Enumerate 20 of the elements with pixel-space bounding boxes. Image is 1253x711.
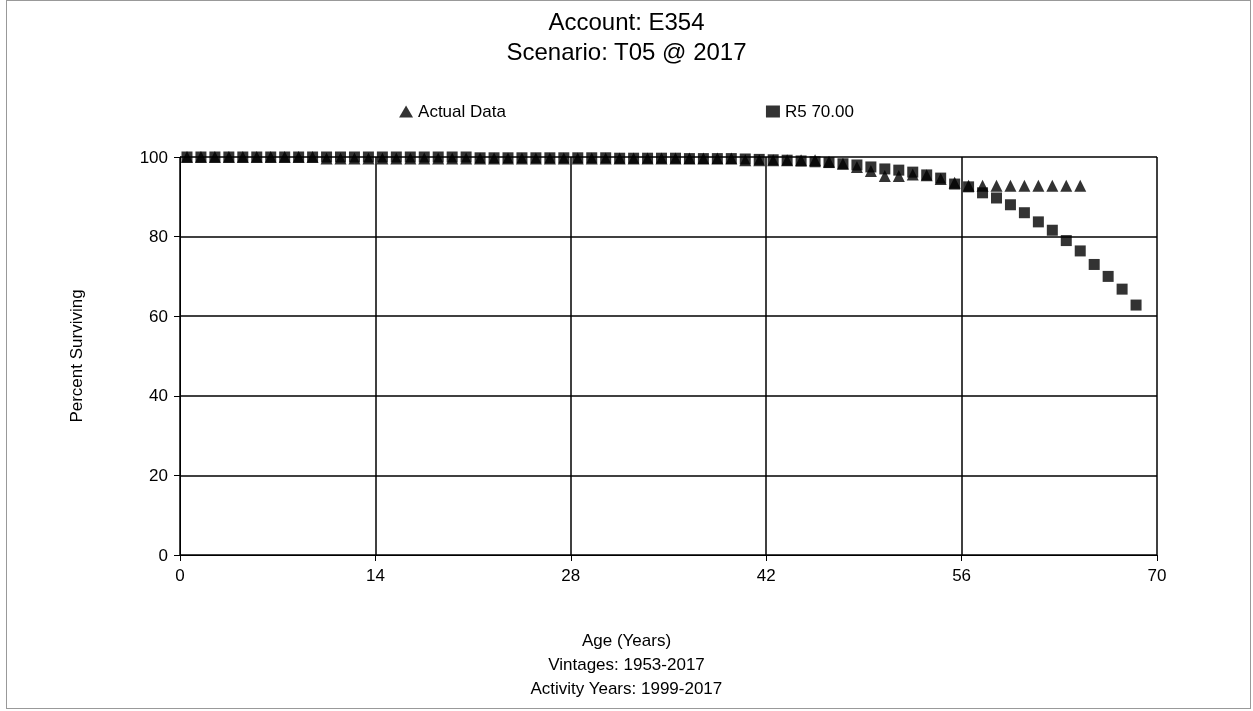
y-tick-label: 80 (149, 227, 168, 247)
y-tick-label: 40 (149, 386, 168, 406)
chart-title: Account: E354 (548, 7, 705, 35)
legend-label: R5 70.00 (784, 102, 854, 121)
text: Activity Years: 1999-2017 (530, 679, 723, 698)
y-tick-label: 60 (149, 306, 168, 326)
y-tick-label: 0 (158, 545, 168, 565)
text: Vintages: 1953-2017 (548, 655, 705, 674)
x-tick-label: 56 (952, 566, 972, 585)
x-tick-label: 42 (756, 566, 776, 585)
x-tick-label: 28 (561, 566, 581, 585)
y-axis-title: Percent Surviving (67, 289, 86, 423)
y-tick-label: 100 (139, 147, 168, 167)
x-tick-label: 14 (365, 566, 385, 585)
y-tick-label: 20 (149, 465, 168, 485)
x-axis-title: Age (Years) (581, 631, 672, 650)
chart-subtitle: Scenario: T05 @ 2017 (506, 37, 747, 65)
legend-label: Actual Data (418, 102, 507, 121)
x-tick-label: 70 (1147, 566, 1167, 585)
x-tick-label: 0 (175, 566, 185, 585)
